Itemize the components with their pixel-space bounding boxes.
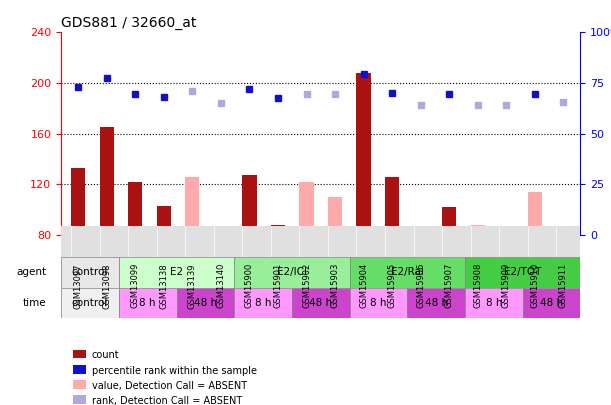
Text: 48 h: 48 h xyxy=(425,298,448,308)
Bar xyxy=(156,206,171,235)
Bar xyxy=(61,257,119,288)
Text: control: control xyxy=(71,267,108,277)
Bar xyxy=(243,175,257,235)
Bar xyxy=(349,288,408,318)
Text: agent: agent xyxy=(16,267,46,277)
Bar xyxy=(356,73,371,235)
Bar xyxy=(349,257,465,288)
Bar xyxy=(414,231,428,235)
Text: E2: E2 xyxy=(170,267,183,277)
Text: count: count xyxy=(92,350,119,360)
Text: 48 h: 48 h xyxy=(194,298,217,308)
Text: 8 h: 8 h xyxy=(255,298,271,308)
Bar xyxy=(234,257,349,288)
Text: time: time xyxy=(23,298,46,308)
Bar xyxy=(523,288,580,318)
Bar xyxy=(100,127,114,235)
Text: 8 h: 8 h xyxy=(370,298,387,308)
Bar xyxy=(528,192,542,235)
Text: 48 h: 48 h xyxy=(309,298,332,308)
Text: control: control xyxy=(71,298,108,308)
Bar xyxy=(177,288,234,318)
Bar xyxy=(385,177,399,235)
Bar xyxy=(442,207,456,235)
Text: percentile rank within the sample: percentile rank within the sample xyxy=(92,366,257,375)
Bar xyxy=(465,257,580,288)
Text: E2/TOT: E2/TOT xyxy=(504,267,541,277)
Text: GDS881 / 32660_at: GDS881 / 32660_at xyxy=(61,16,197,30)
Bar xyxy=(292,288,349,318)
Text: 8 h: 8 h xyxy=(486,298,502,308)
Text: E2/Ral: E2/Ral xyxy=(391,267,424,277)
Bar xyxy=(328,197,342,235)
Bar xyxy=(299,182,313,235)
Bar xyxy=(185,177,200,235)
Bar xyxy=(408,288,465,318)
Text: value, Detection Call = ABSENT: value, Detection Call = ABSENT xyxy=(92,381,247,390)
Bar xyxy=(234,288,292,318)
Bar xyxy=(214,226,228,235)
Text: rank, Detection Call = ABSENT: rank, Detection Call = ABSENT xyxy=(92,396,242,405)
Bar xyxy=(499,232,513,235)
Bar xyxy=(71,168,86,235)
Bar xyxy=(465,288,523,318)
Text: 48 h: 48 h xyxy=(540,298,563,308)
Text: E2/ICI: E2/ICI xyxy=(277,267,307,277)
Bar xyxy=(119,257,234,288)
Bar xyxy=(119,288,177,318)
Text: 8 h: 8 h xyxy=(139,298,156,308)
Bar xyxy=(470,225,485,235)
Bar xyxy=(61,288,119,318)
Bar xyxy=(556,231,571,235)
Bar xyxy=(128,182,142,235)
Bar xyxy=(271,225,285,235)
